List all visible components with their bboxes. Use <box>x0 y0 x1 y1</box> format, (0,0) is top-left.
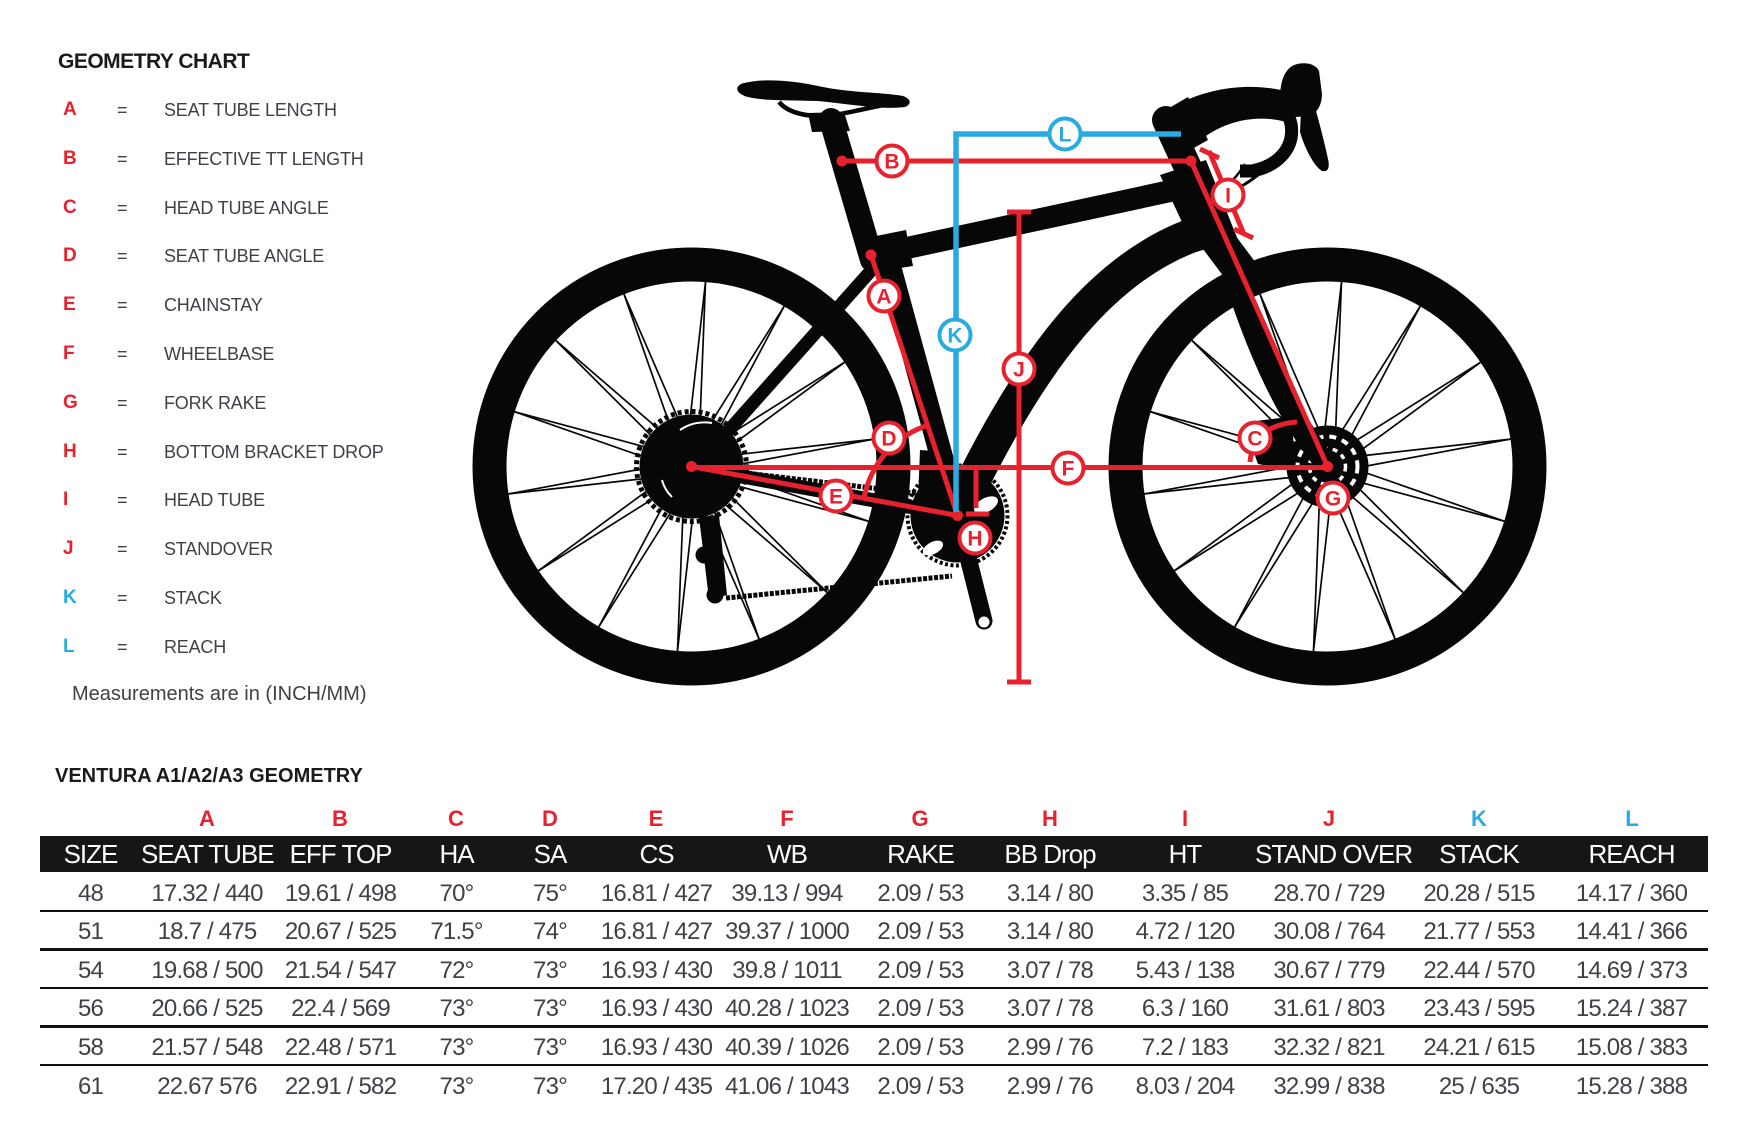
svg-text:H: H <box>967 528 982 551</box>
svg-text:L: L <box>1059 124 1072 147</box>
svg-text:A: A <box>876 286 891 309</box>
svg-text:G: G <box>1325 488 1341 511</box>
svg-text:J: J <box>1013 359 1025 382</box>
svg-text:I: I <box>1225 185 1231 208</box>
svg-text:F: F <box>1062 458 1075 481</box>
svg-text:B: B <box>884 151 899 174</box>
svg-text:E: E <box>829 486 843 509</box>
svg-text:D: D <box>881 428 896 451</box>
svg-text:C: C <box>1247 428 1262 451</box>
svg-text:K: K <box>947 325 962 348</box>
